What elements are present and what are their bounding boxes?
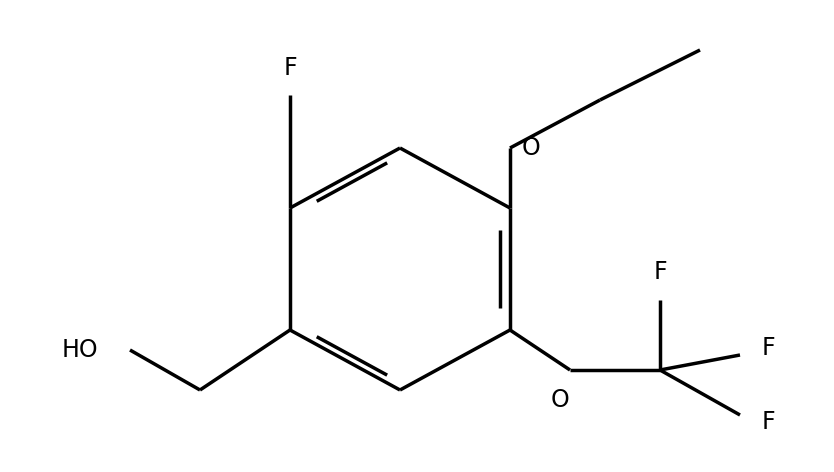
Text: HO: HO <box>62 338 98 362</box>
Text: F: F <box>653 260 667 284</box>
Text: F: F <box>284 56 297 80</box>
Text: O: O <box>521 136 540 160</box>
Text: F: F <box>761 336 775 360</box>
Text: O: O <box>550 388 570 412</box>
Text: F: F <box>761 410 775 434</box>
